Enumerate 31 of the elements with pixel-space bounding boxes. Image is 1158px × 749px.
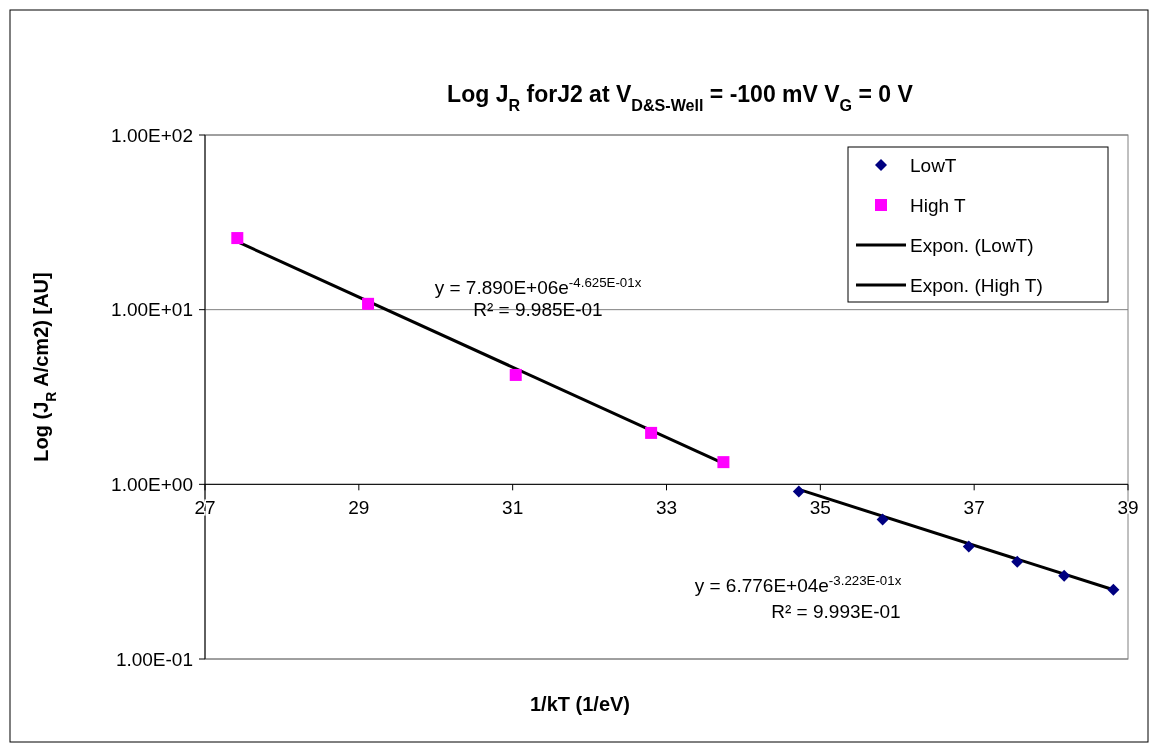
x-tick-label: 39 [1117,497,1139,519]
point [876,513,889,526]
legend-label: Expon. (LowT) [910,234,1034,256]
y-tick-label: 1.00E-01 [115,648,193,670]
point [1011,555,1024,568]
x-tick-label: 31 [502,497,524,519]
point [362,297,375,310]
chart-title: Log J$_{R}$ forJ2 at V$_{D&S-Well}$ = -100 mV V$_{G}$ = 0 V [447,81,914,114]
point [1107,583,1120,596]
point [792,485,805,498]
point [231,232,244,245]
legend-label: Expon. (High T) [910,274,1043,296]
x-axis-title: 1/kT (1/eV) [529,693,631,715]
y-tick-label: 1.00E+00 [111,473,193,495]
legend-label: LowT [910,154,957,176]
annotation: R² = 9.985E-01 [473,299,603,320]
annotation: y = 7.890E+06e$^{-4.625E-01x}$ [434,274,642,298]
annotation: y = 6.776E+04e$^{-3.223E-01x}$ [694,572,902,596]
x-tick-label: 35 [809,497,831,519]
point [509,368,522,381]
x-tick-label: 37 [963,497,985,519]
x-tick-label: 29 [348,497,370,519]
y-tick-label: 1.00E+02 [111,124,193,146]
point [962,540,975,553]
point [717,456,730,469]
legend-label: High T [910,194,967,216]
annotation: R² = 9.993E-01 [771,601,901,622]
y-tick-label: 1.00E+01 [111,299,193,321]
point [645,426,658,439]
x-tick-label: 33 [655,497,678,519]
point [1058,569,1071,582]
